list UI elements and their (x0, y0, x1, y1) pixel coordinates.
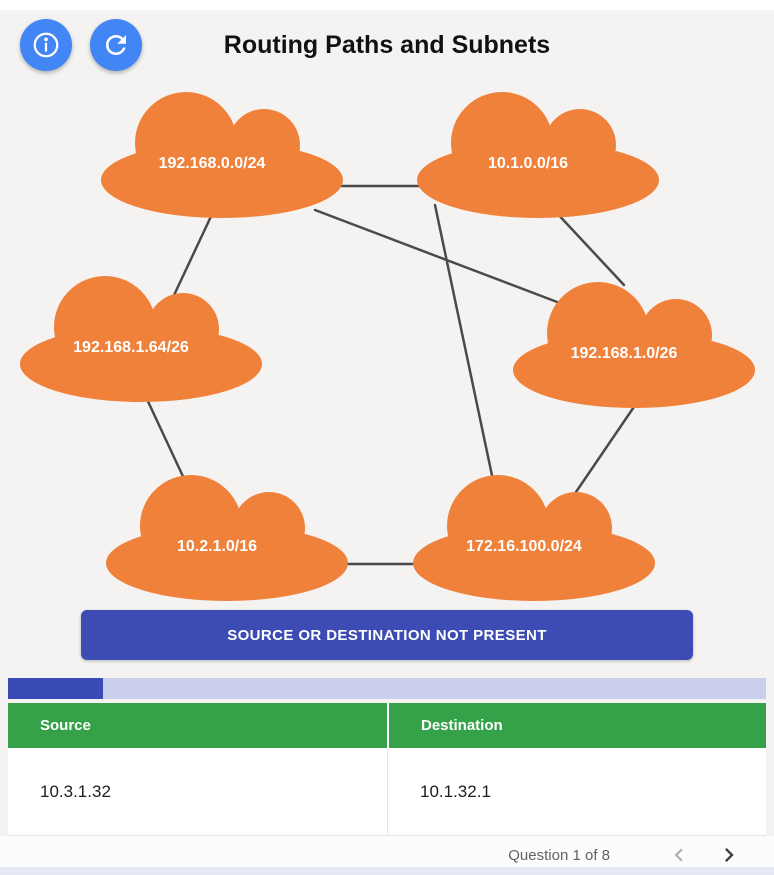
link-n1-n3 (166, 208, 216, 310)
subnet-cloud-n4[interactable]: 192.168.1.0/26 (513, 282, 755, 408)
cloud-shape (54, 276, 156, 378)
next-question-button[interactable] (712, 838, 746, 872)
refresh-button[interactable] (90, 19, 142, 71)
table-header-row: Source Destination (8, 703, 766, 748)
subnet-label: 10.2.1.0/16 (177, 538, 257, 555)
link-n2-n4 (552, 208, 626, 287)
top-strip (0, 0, 774, 10)
subnet-cloud-n5[interactable]: 10.2.1.0/16 (106, 475, 348, 601)
progress-bar (8, 678, 766, 699)
cloud-shape (640, 299, 712, 371)
subnet-cloud-n3[interactable]: 192.168.1.64/26 (20, 276, 262, 402)
cloud-shape (228, 109, 300, 181)
link-n2-n6 (433, 203, 496, 487)
chevron-right-icon (715, 841, 743, 869)
destination-value: 10.1.32.1 (387, 748, 766, 835)
subnet-cloud-n2[interactable]: 10.1.0.0/16 (417, 92, 659, 218)
cloud-shape (135, 92, 237, 194)
subnet-label: 192.168.0.0/24 (159, 155, 266, 172)
question-counter: Question 1 of 8 (508, 846, 610, 864)
table-header-destination: Destination (387, 703, 766, 748)
cloud-shape (447, 475, 549, 577)
network-diagram: 192.168.0.0/24 10.1.0.0/16 192.168.1.64/26… (20, 92, 755, 601)
subnet-cloud-n6[interactable]: 172.16.100.0/24 (413, 475, 655, 601)
subnet-label: 192.168.1.0/26 (571, 345, 678, 362)
question-table: Source Destination 10.3.1.32 10.1.32.1 (8, 703, 766, 836)
answer-button[interactable]: SOURCE OR DESTINATION NOT PRESENT (81, 610, 693, 660)
cloud-shape (147, 293, 219, 365)
link-n3-n5 (143, 393, 189, 487)
refresh-icon (101, 30, 131, 60)
subnet-label: 192.168.1.64/26 (73, 339, 189, 356)
source-value: 10.3.1.32 (40, 781, 111, 801)
chevron-left-icon (666, 842, 692, 868)
subnet-label: 10.1.0.0/16 (488, 155, 568, 172)
progress-fill (8, 678, 103, 699)
subnet-cloud-n1[interactable]: 192.168.0.0/24 (101, 92, 343, 218)
cloud-shape (544, 109, 616, 181)
cloud-shape (451, 92, 553, 194)
table-row: 10.3.1.32 10.1.32.1 (8, 748, 766, 836)
table-header-source: Source (40, 717, 91, 734)
link-n4-n6 (574, 396, 642, 494)
cloud-shape (233, 492, 305, 564)
link-n1-n4 (313, 208, 567, 307)
cloud-shape (140, 475, 242, 577)
cloud-shape (540, 492, 612, 564)
header: Routing Paths and Subnets (0, 10, 774, 80)
subnet-label: 172.16.100.0/24 (466, 538, 582, 555)
info-icon (31, 30, 61, 60)
cloud-shape (547, 282, 649, 384)
previous-question-button[interactable] (662, 838, 696, 872)
bottom-edge (0, 867, 774, 875)
info-button[interactable] (20, 19, 72, 71)
